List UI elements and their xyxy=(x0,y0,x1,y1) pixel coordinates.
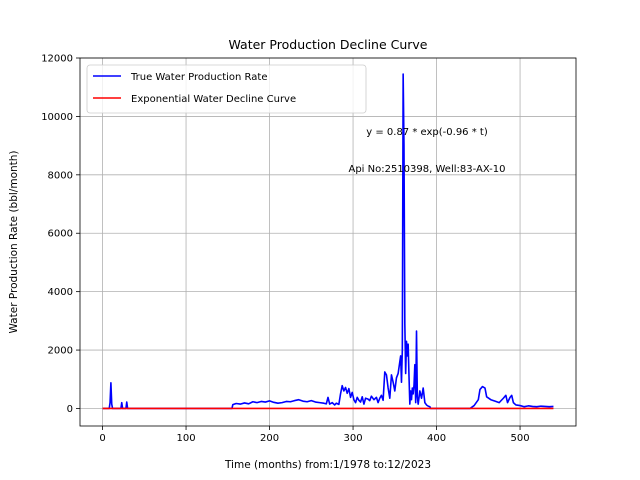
y-axis-label: Water Production Rate (bbl/month) xyxy=(8,150,20,333)
series-lines xyxy=(102,73,554,410)
x-tick-label: 500 xyxy=(511,433,530,444)
y-tick-label: 10000 xyxy=(41,112,73,123)
x-tick-label: 100 xyxy=(177,433,196,444)
x-tick-label: 400 xyxy=(427,433,446,444)
legend-box xyxy=(86,64,367,114)
x-tick-label: 200 xyxy=(260,433,279,444)
well-annotation: Api No:2510398, Well:83-AX-10 xyxy=(348,164,505,175)
x-tick-label: 0 xyxy=(99,433,105,444)
y-axis-ticks: 0 2000 4000 6000 8000 10000 12000 xyxy=(41,54,80,415)
legend-label-exponential-curve: Exponential Water Decline Curve xyxy=(131,94,296,105)
legend: True Water Production Rate Exponential W… xyxy=(86,64,367,114)
series-line-true-rate xyxy=(102,73,554,410)
x-axis-label: Time (months) from:1/1978 to:12/2023 xyxy=(224,459,431,471)
y-tick-label: 2000 xyxy=(48,346,73,357)
y-tick-label: 0 xyxy=(67,404,73,415)
y-tick-label: 8000 xyxy=(48,170,73,181)
y-tick-label: 6000 xyxy=(48,229,73,240)
legend-label-true-rate: True Water Production Rate xyxy=(130,72,267,83)
chart-title: Water Production Decline Curve xyxy=(229,37,428,52)
plot-area-frame xyxy=(79,57,577,427)
y-tick-label: 12000 xyxy=(41,54,73,65)
x-tick-label: 300 xyxy=(344,433,363,444)
equation-annotation: y = 0.87 * exp(-0.96 * t) xyxy=(366,127,488,138)
x-axis-ticks: 0 100 200 300 400 500 xyxy=(99,426,530,444)
y-tick-label: 4000 xyxy=(48,287,73,298)
